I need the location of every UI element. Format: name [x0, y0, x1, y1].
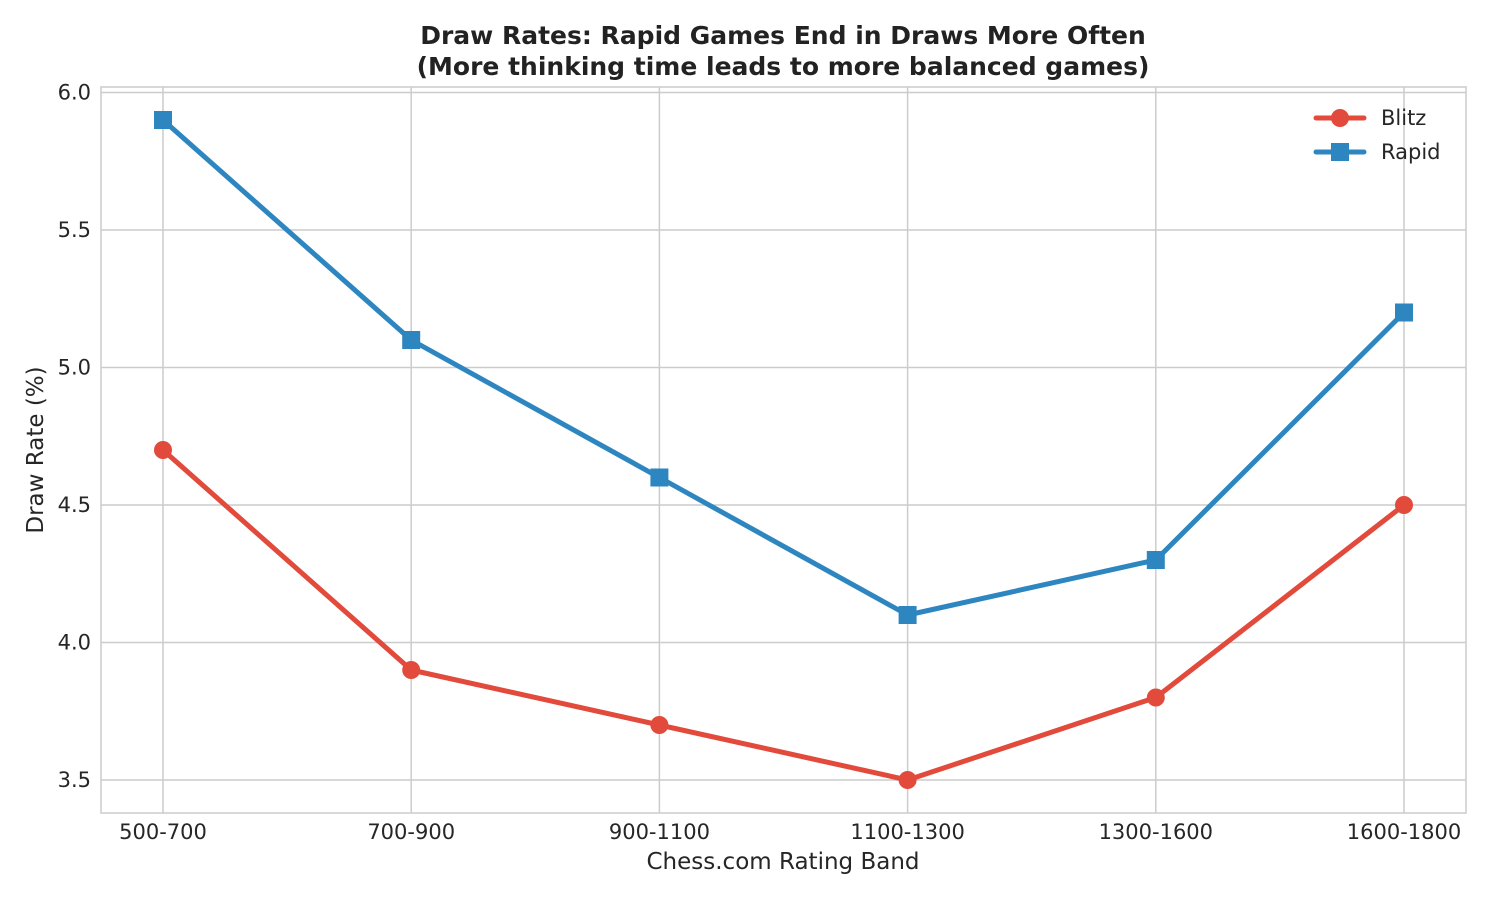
- blitz-point: [1146, 688, 1165, 707]
- rapid-point: [898, 606, 917, 624]
- legend-marker-blitz: [1331, 109, 1349, 127]
- chart-subtitle: (More thinking time leads to more balanc…: [417, 52, 1150, 81]
- x-tick-label: 1600-1800: [1347, 820, 1461, 844]
- rapid-point: [1395, 303, 1413, 322]
- chart-title: Draw Rates: Rapid Games End in Draws Mor…: [420, 21, 1146, 50]
- rapid-point: [402, 331, 421, 349]
- x-tick-label: 500-700: [119, 820, 207, 844]
- blitz-point: [1395, 496, 1413, 514]
- y-tick-label: 5.5: [58, 218, 91, 242]
- legend-label-blitz: Blitz: [1381, 106, 1426, 130]
- rapid-line: [160, 117, 1407, 618]
- series-rapid: [154, 111, 1413, 624]
- legend: Blitz Rapid: [1313, 106, 1441, 164]
- x-axis-label: Chess.com Rating Band: [646, 849, 919, 875]
- blitz-line: [160, 447, 1407, 783]
- y-axis-label: Draw Rate (%): [23, 366, 49, 533]
- x-tick-label: 700-900: [367, 820, 455, 844]
- legend-label-rapid: Rapid: [1381, 140, 1441, 164]
- plot-area: [100, 86, 1467, 814]
- axis-ticks: 500-700 700-900 900-1100 1100-1300 1300-1600…: [58, 81, 1462, 845]
- legend-item-rapid: Rapid: [1313, 140, 1441, 164]
- legend-marker-rapid: [1331, 143, 1349, 161]
- blitz-point: [650, 716, 669, 734]
- rapid-point: [650, 468, 669, 487]
- x-tick-label: 1100-1300: [850, 820, 964, 844]
- blitz-point: [898, 771, 917, 789]
- blitz-point: [402, 661, 421, 679]
- y-tick-label: 4.0: [58, 631, 91, 655]
- x-tick-label: 900-1100: [609, 820, 710, 844]
- grid-lines: [101, 87, 1466, 813]
- rapid-point: [1146, 551, 1165, 569]
- rapid-point: [154, 111, 172, 129]
- legend-item-blitz: Blitz: [1313, 106, 1426, 130]
- blitz-point: [154, 441, 172, 459]
- series-group: [154, 111, 1413, 789]
- series-blitz: [154, 441, 1413, 789]
- y-tick-label: 5.0: [58, 356, 91, 380]
- y-tick-label: 3.5: [58, 768, 91, 792]
- y-tick-label: 6.0: [58, 81, 91, 105]
- y-tick-label: 4.5: [58, 493, 91, 517]
- x-tick-label: 1300-1600: [1099, 820, 1213, 844]
